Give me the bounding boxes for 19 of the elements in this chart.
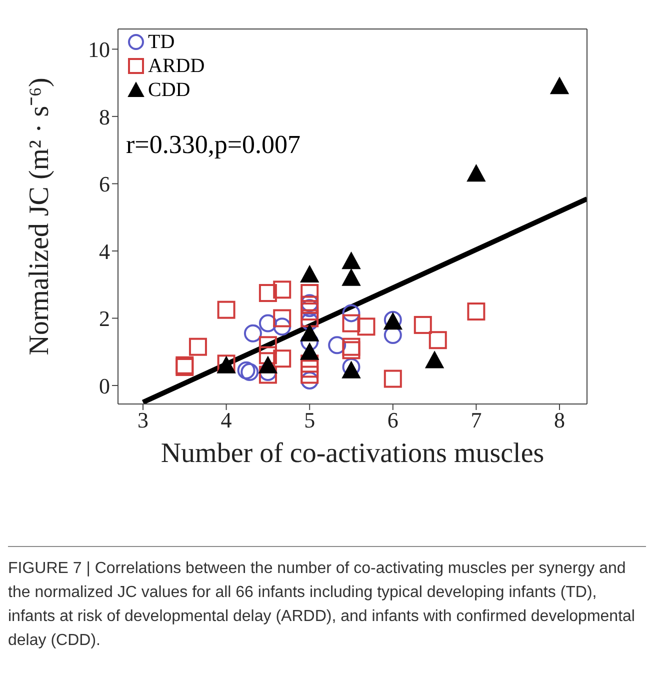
legend-label: ARDD <box>148 54 205 78</box>
y-tick-label: 6 <box>99 172 110 197</box>
y-tick-label: 10 <box>88 36 110 62</box>
annotation: r=0.330,p=0.007 <box>126 130 300 160</box>
legend-label: TD <box>148 30 175 54</box>
x-tick-label: 5 <box>304 408 316 433</box>
y-tick-label: 2 <box>99 306 110 332</box>
x-tick-label: 6 <box>387 408 398 433</box>
x-axis-title: Number of co-activations muscles <box>160 438 544 469</box>
x-tick-label: 4 <box>220 408 232 433</box>
x-tick-label: 8 <box>554 408 566 433</box>
legend-label: CDD <box>148 78 190 102</box>
y-tick-label: 0 <box>99 373 110 398</box>
y-tick-label: 4 <box>99 238 110 264</box>
caption: FIGURE 7 | Correlations between the number of co-activating muscles per synergy and the normalized JC values for all 66 infants including typical developing infants (TD), infants at risk of developmental delay (ARDD), and infants with confirmed developmental delay (CDD). <box>8 546 646 653</box>
x-tick-label: 3 <box>137 408 148 433</box>
x-tick-label: 7 <box>470 408 482 433</box>
y-axis-title: Normalized JC (m² · s⁻⁶) <box>24 78 55 356</box>
y-tick-label: 8 <box>99 104 110 130</box>
